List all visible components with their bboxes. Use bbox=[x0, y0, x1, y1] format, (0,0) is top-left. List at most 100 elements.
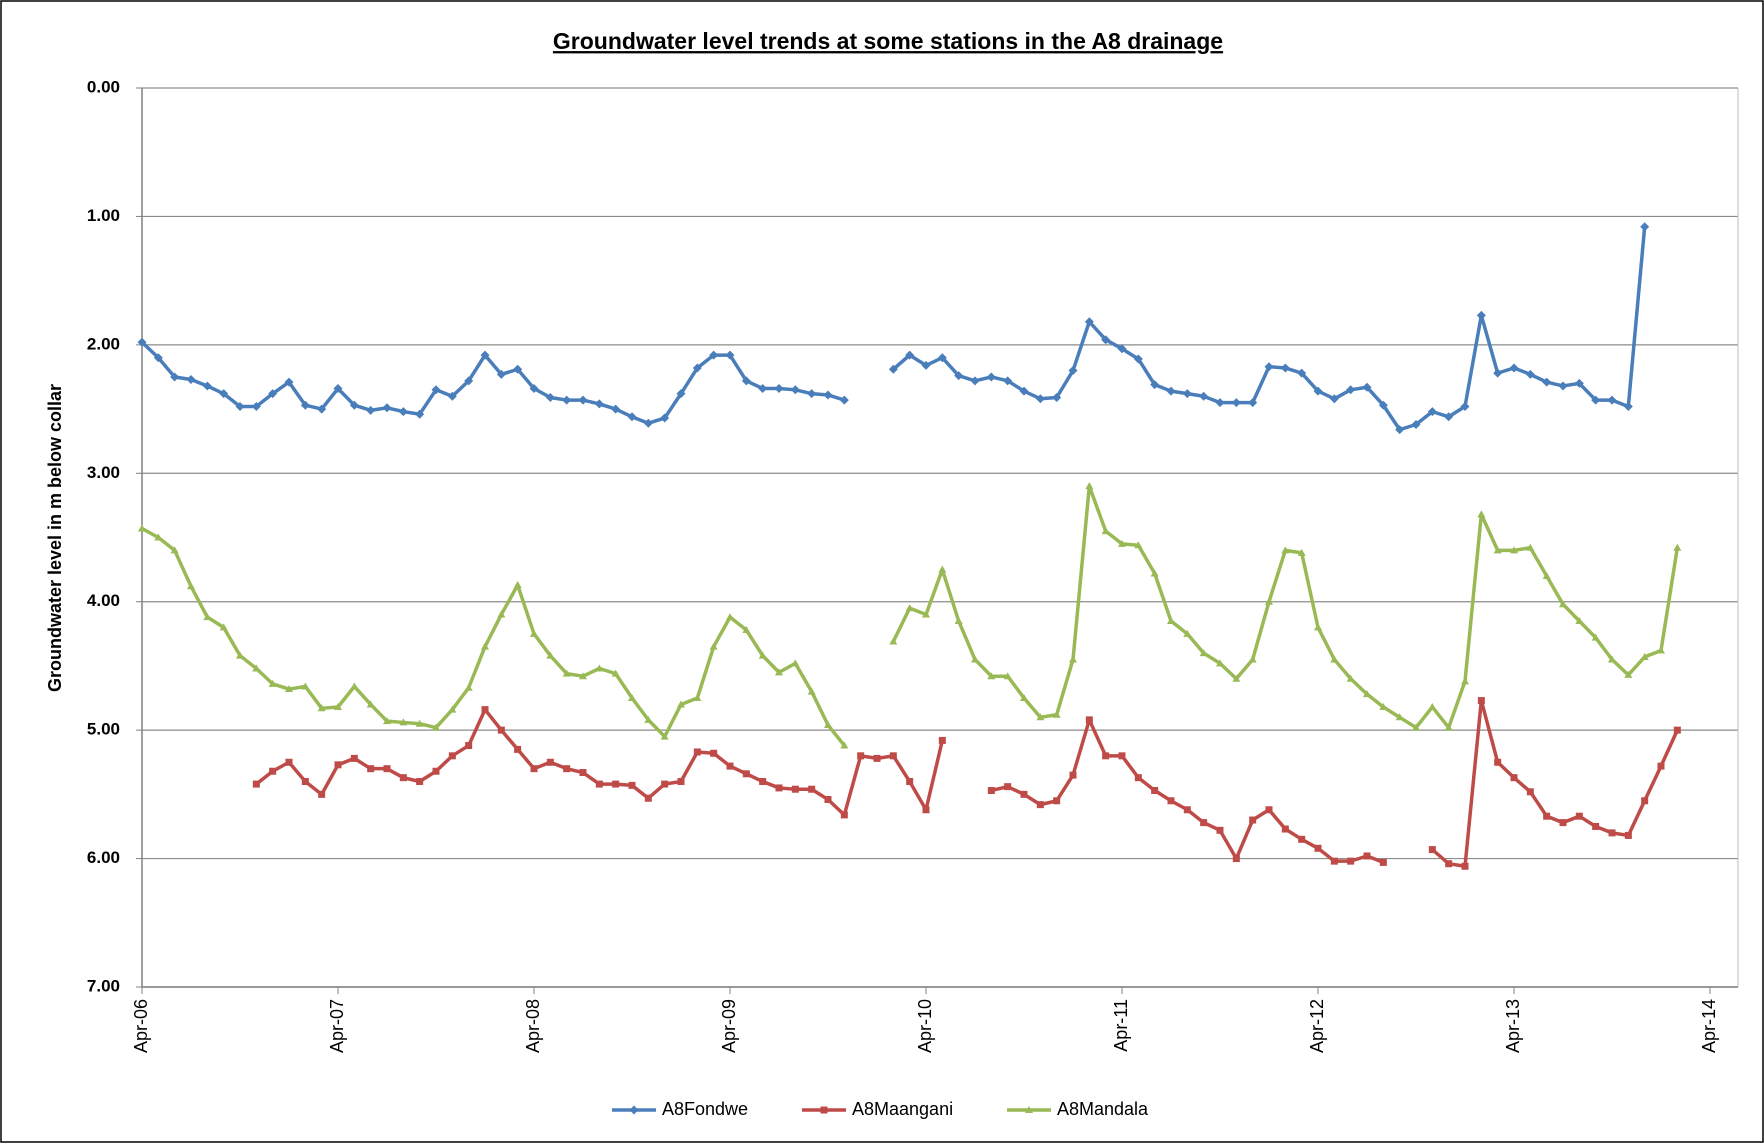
y-tick-label: 6.00 bbox=[87, 848, 120, 867]
marker bbox=[317, 704, 326, 712]
marker bbox=[1249, 816, 1257, 824]
marker bbox=[1314, 844, 1322, 852]
marker bbox=[758, 384, 768, 394]
marker bbox=[1574, 378, 1584, 388]
marker bbox=[774, 384, 784, 394]
marker bbox=[1476, 310, 1486, 320]
marker bbox=[1673, 543, 1682, 551]
marker bbox=[922, 806, 930, 814]
marker bbox=[709, 642, 718, 650]
marker bbox=[186, 375, 196, 385]
marker bbox=[710, 749, 718, 757]
marker bbox=[1036, 713, 1045, 721]
marker bbox=[1494, 758, 1502, 766]
marker bbox=[954, 616, 963, 624]
marker bbox=[1313, 386, 1323, 396]
x-tick-label: Apr-10 bbox=[915, 999, 935, 1053]
marker bbox=[1608, 829, 1616, 837]
marker bbox=[643, 418, 653, 428]
marker bbox=[1427, 407, 1437, 417]
marker bbox=[1004, 783, 1012, 791]
marker bbox=[579, 769, 587, 777]
marker bbox=[693, 694, 702, 702]
marker bbox=[170, 546, 179, 554]
marker bbox=[741, 376, 751, 386]
y-tick-label: 4.00 bbox=[87, 591, 120, 610]
marker bbox=[905, 604, 914, 612]
marker bbox=[1608, 655, 1616, 663]
marker bbox=[824, 721, 832, 729]
x-tick-label: Apr-13 bbox=[1503, 999, 1523, 1053]
marker bbox=[629, 1105, 639, 1115]
marker bbox=[1199, 391, 1209, 401]
marker bbox=[742, 625, 751, 633]
marker bbox=[431, 385, 441, 395]
marker bbox=[627, 412, 637, 422]
marker bbox=[660, 732, 669, 740]
marker bbox=[839, 395, 849, 405]
marker bbox=[1624, 670, 1633, 678]
marker bbox=[660, 413, 670, 423]
marker bbox=[1542, 572, 1551, 580]
marker bbox=[1183, 806, 1191, 814]
marker bbox=[251, 402, 261, 412]
marker bbox=[1641, 797, 1649, 805]
marker bbox=[1101, 335, 1111, 345]
marker bbox=[415, 719, 424, 727]
marker bbox=[529, 384, 539, 394]
marker bbox=[285, 685, 293, 693]
x-tick-label: Apr-06 bbox=[131, 999, 151, 1053]
marker bbox=[546, 651, 555, 659]
marker bbox=[398, 407, 408, 417]
marker bbox=[807, 687, 816, 695]
marker bbox=[1510, 546, 1518, 554]
legend-label: A8Mandala bbox=[1057, 1099, 1149, 1119]
marker bbox=[252, 664, 261, 672]
marker bbox=[1395, 425, 1405, 435]
marker bbox=[1379, 703, 1388, 711]
marker bbox=[611, 404, 621, 414]
marker bbox=[1510, 774, 1518, 782]
marker bbox=[1215, 398, 1225, 408]
marker bbox=[1444, 412, 1454, 422]
marker bbox=[889, 752, 897, 760]
legend-label: A8Fondwe bbox=[662, 1099, 748, 1119]
marker bbox=[1298, 835, 1306, 843]
marker bbox=[677, 778, 685, 786]
marker bbox=[922, 610, 930, 618]
marker bbox=[1477, 697, 1485, 705]
marker bbox=[1216, 826, 1224, 834]
marker bbox=[236, 651, 244, 659]
marker bbox=[366, 405, 376, 415]
marker bbox=[1591, 633, 1600, 641]
marker bbox=[1591, 395, 1601, 405]
marker bbox=[1265, 597, 1273, 605]
marker bbox=[1395, 713, 1404, 721]
marker bbox=[513, 581, 522, 589]
marker bbox=[1200, 819, 1208, 827]
marker bbox=[1248, 398, 1258, 408]
marker bbox=[905, 350, 915, 360]
marker bbox=[367, 765, 375, 773]
marker bbox=[1248, 655, 1257, 663]
marker bbox=[219, 623, 228, 631]
x-tick-label: Apr-14 bbox=[1699, 999, 1719, 1053]
marker bbox=[1493, 546, 1502, 554]
marker bbox=[921, 360, 931, 370]
marker bbox=[333, 384, 343, 394]
marker bbox=[268, 679, 277, 687]
marker bbox=[496, 369, 506, 379]
marker bbox=[1281, 825, 1289, 833]
marker bbox=[334, 761, 342, 769]
x-tick-label: Apr-08 bbox=[523, 999, 543, 1053]
marker bbox=[1526, 788, 1534, 796]
marker bbox=[726, 762, 734, 770]
marker bbox=[840, 741, 849, 749]
marker bbox=[1003, 376, 1013, 386]
marker bbox=[1363, 852, 1371, 860]
marker bbox=[1509, 363, 1519, 373]
marker bbox=[987, 672, 996, 680]
marker bbox=[725, 350, 735, 360]
marker bbox=[1069, 655, 1077, 663]
